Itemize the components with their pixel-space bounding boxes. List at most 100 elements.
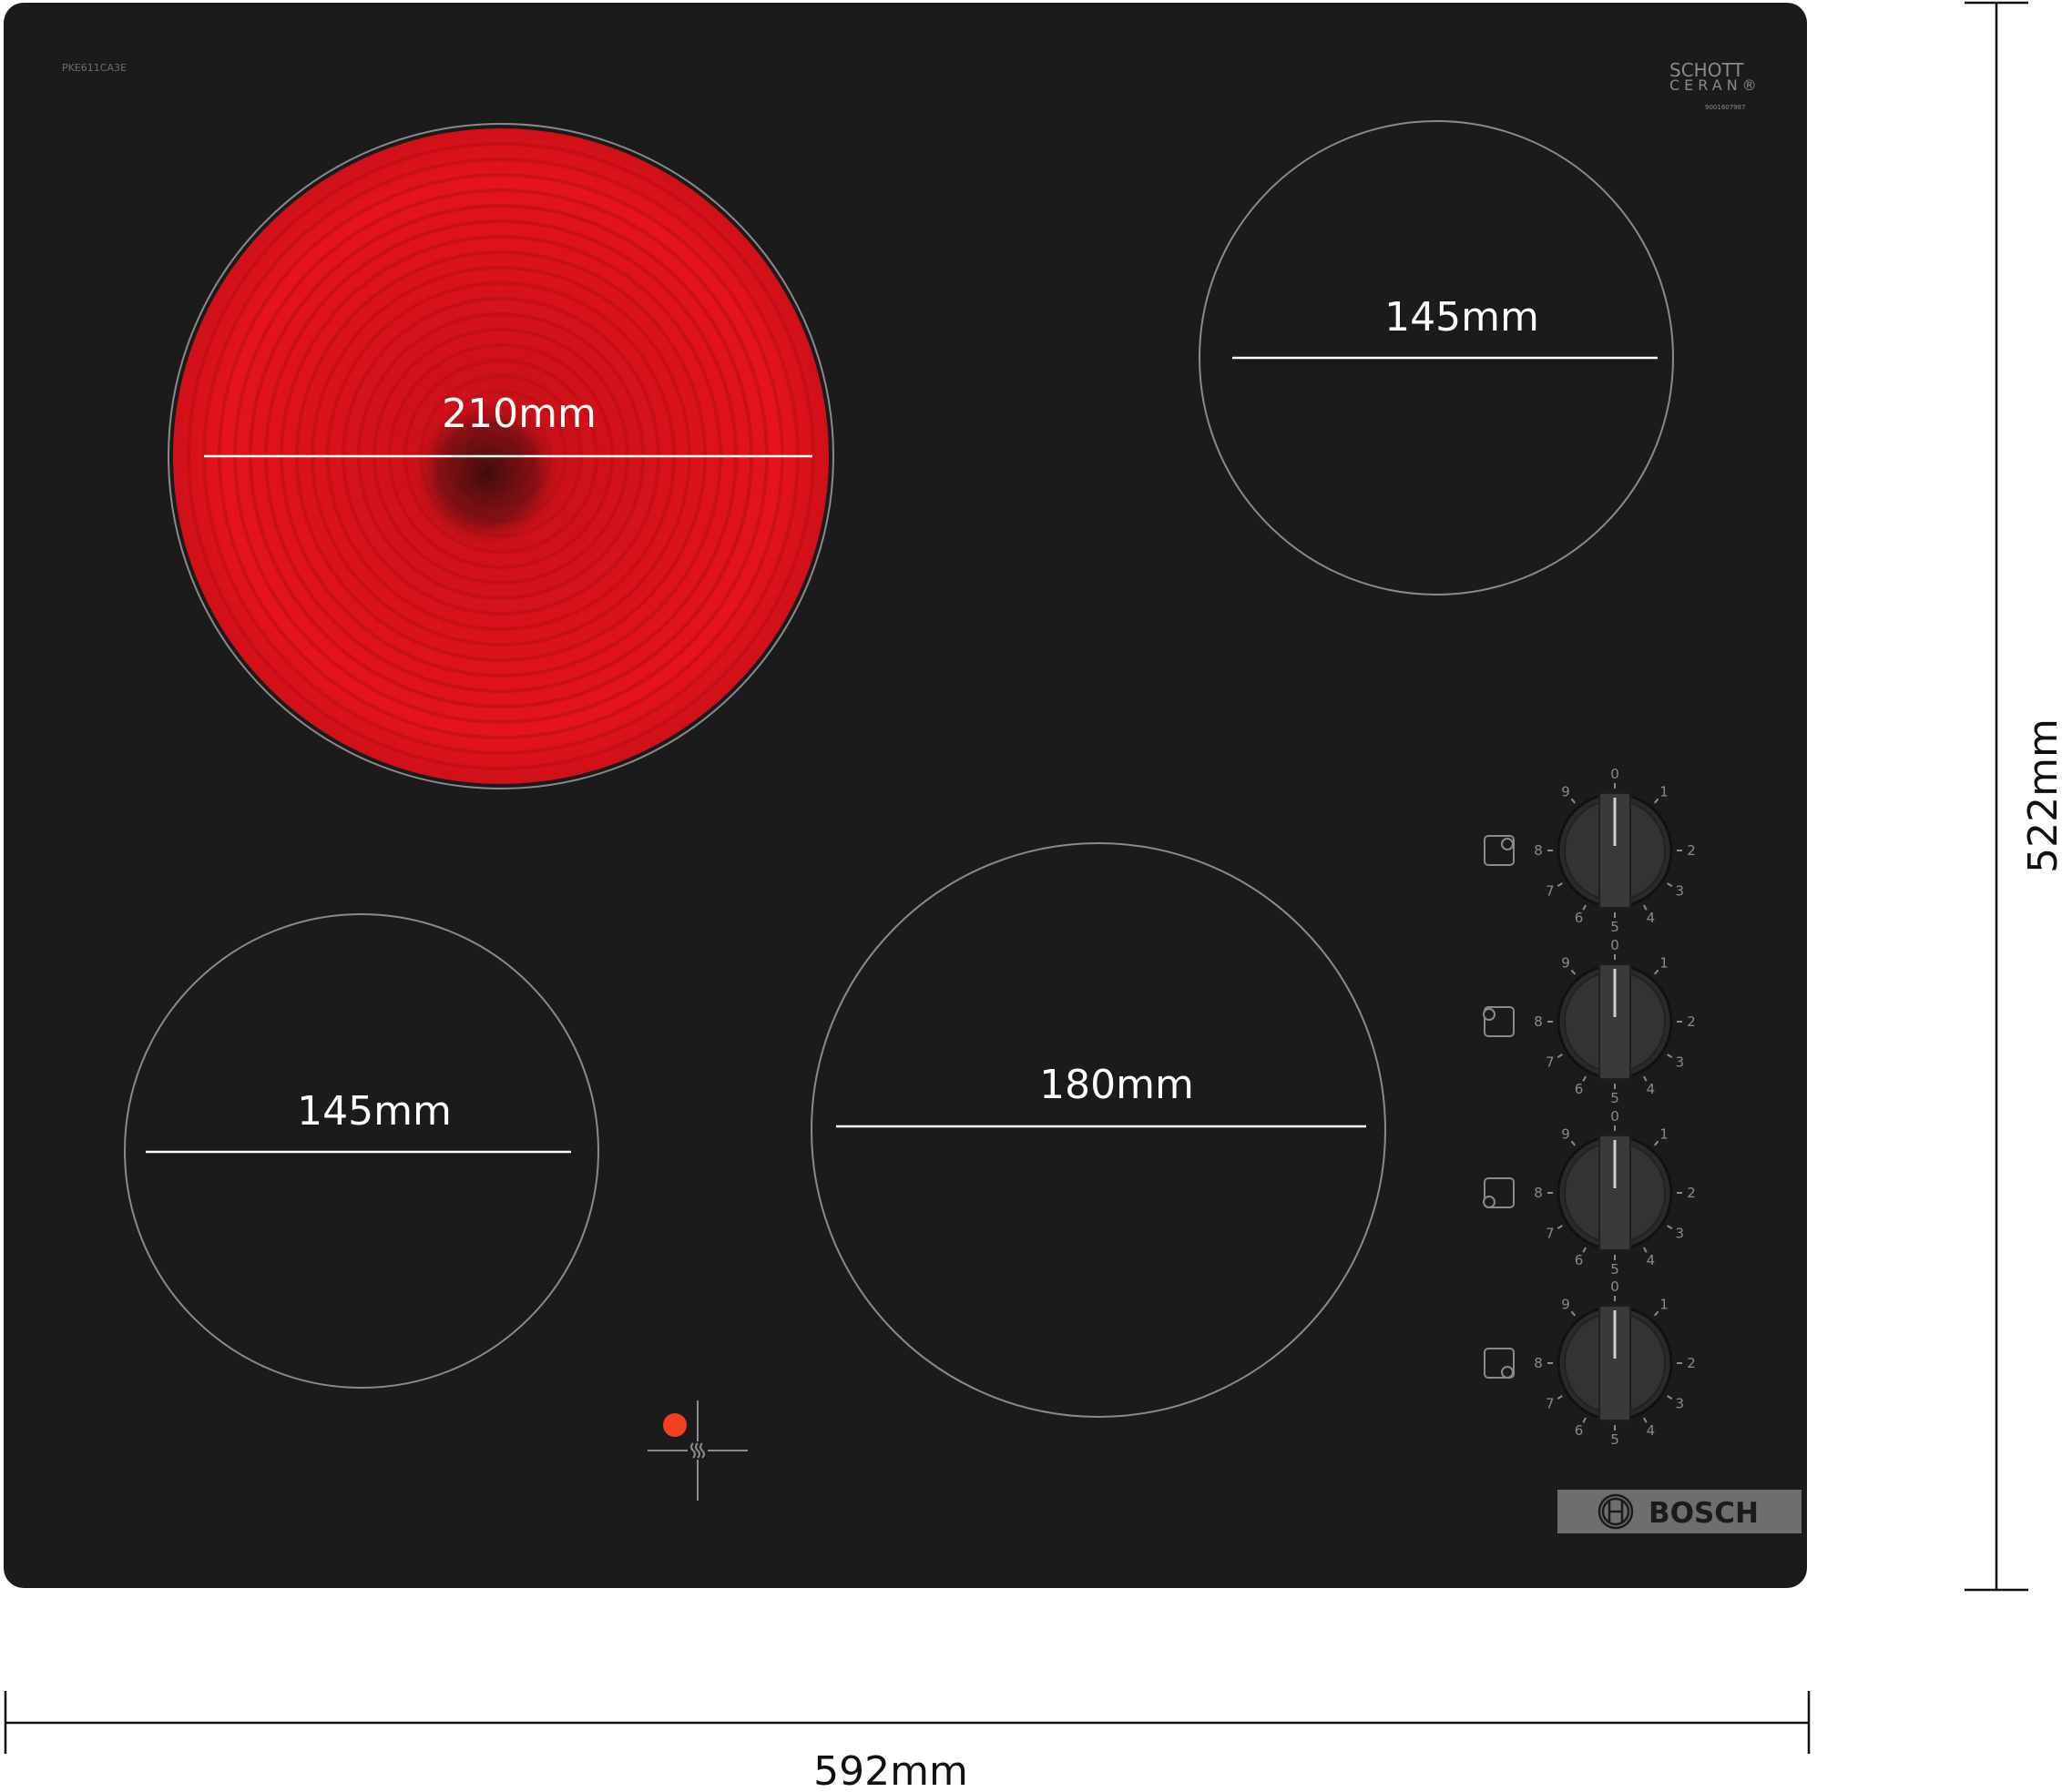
- knob-tick: [1653, 798, 1659, 804]
- zone-bottom-left-icon: [1483, 1177, 1515, 1208]
- knob-scale-label: 6: [1575, 910, 1584, 926]
- knob-tick: [1643, 1247, 1648, 1253]
- knob-tick: [1582, 1247, 1587, 1253]
- svg-text:SCHOTT: SCHOTT: [1669, 59, 1744, 81]
- bosch-logo-badge: BOSCH: [1557, 1490, 1802, 1533]
- knob-tick: [1582, 904, 1587, 911]
- cooking-zone-bottom-center[interactable]: 180mm: [811, 842, 1386, 1418]
- knob-scale-label: 8: [1534, 1355, 1543, 1371]
- knob-scale-label: 2: [1687, 1355, 1696, 1371]
- knob-tick: [1557, 882, 1563, 888]
- knob-scale-label: 1: [1659, 1297, 1669, 1313]
- knob-scale-label: 4: [1647, 910, 1656, 926]
- knob-scale-label: 4: [1647, 1422, 1656, 1439]
- knob-tick: [1643, 904, 1648, 911]
- knob-scale-label: 5: [1610, 919, 1619, 935]
- knob-scale-label: 7: [1546, 883, 1555, 900]
- knob-control-4[interactable]: 0 1 2 3 4 5 6 7 8 9: [1484, 1278, 1696, 1448]
- knob-tick: [1557, 1225, 1563, 1230]
- knob-scale-label: 0: [1610, 1108, 1619, 1125]
- svg-text:9001607987: 9001607987: [1705, 104, 1746, 111]
- knob-scale-label: 2: [1687, 1013, 1696, 1030]
- knob-grip: [1598, 1135, 1631, 1251]
- bosch-armature-icon: [1598, 1493, 1634, 1530]
- knob-scale-label: 9: [1561, 1126, 1570, 1143]
- zone-diameter-label: 180mm: [1039, 1062, 1194, 1108]
- knob-scale-label: 3: [1675, 1396, 1684, 1412]
- knob-control-2[interactable]: 0 1 2 3 4 5 6 7 8 9: [1483, 937, 1696, 1106]
- knob-tick: [1667, 1225, 1673, 1230]
- knob-tick: [1667, 1054, 1673, 1059]
- knob-scale-label: 3: [1675, 1226, 1684, 1242]
- knob-scale-label: 7: [1546, 1054, 1555, 1071]
- knob-scale-label: 0: [1610, 937, 1619, 953]
- knob-scale-label: 1: [1659, 784, 1669, 800]
- knob-tick: [1653, 1140, 1659, 1146]
- zone-top-right-icon: [1484, 835, 1515, 866]
- depth-label: 522mm: [2020, 718, 2062, 873]
- knob-tick: [1557, 1395, 1563, 1400]
- knob-tick: [1582, 1075, 1587, 1082]
- schott-ceran-logo: SCHOTT CERAN® 9001607987: [1669, 59, 1761, 111]
- knob-scale-label: 8: [1534, 1185, 1543, 1201]
- knob-scale-label: 8: [1534, 1013, 1543, 1030]
- knob-scale-label: 6: [1575, 1252, 1584, 1268]
- knob-scale-label: 7: [1546, 1396, 1555, 1412]
- depth-dimension: [1965, 1, 2028, 1592]
- residual-heat-indicator: [648, 1400, 748, 1501]
- model-label: PKE611CA3E: [62, 62, 127, 74]
- knob-scale-label: 2: [1687, 842, 1696, 859]
- knob-tick: [1667, 1395, 1673, 1400]
- knob-scale-label: 5: [1610, 1090, 1619, 1106]
- width-label: 592mm: [813, 1748, 968, 1792]
- zone-diameter-label: 145mm: [297, 1088, 452, 1135]
- zone-bottom-right-icon: [1484, 1348, 1515, 1379]
- knob-scale-label: 2: [1687, 1185, 1696, 1201]
- knob-scale-label: 6: [1575, 1081, 1584, 1097]
- knob-scale-label: 8: [1534, 842, 1543, 859]
- knob-scale-label: 4: [1647, 1081, 1656, 1097]
- knob-scale-label: 1: [1659, 955, 1669, 972]
- control-knobs: 0 1 2 3 4 5 6 7 8 9 0 1 2 3 4 5 6 7 8 9 0 1 2 3 4 5 6 7 8 9 0 1 2 3 4 5 6 7 8 9: [1483, 766, 1696, 1448]
- knob-scale-label: 3: [1675, 883, 1684, 900]
- cooking-zone-top-right[interactable]: 145mm: [1199, 120, 1674, 596]
- knob-tick: [1653, 969, 1659, 975]
- knob-scale-label: 0: [1610, 766, 1619, 782]
- knob-tick: [1570, 798, 1577, 804]
- zone-top-left-icon: [1483, 1006, 1515, 1037]
- zone-diameter-label: 145mm: [1384, 294, 1539, 341]
- knob-scale-label: 5: [1610, 1261, 1619, 1278]
- knob-scale-label: 9: [1561, 1297, 1570, 1313]
- knob-grip: [1598, 792, 1631, 909]
- knob-tick: [1582, 1417, 1587, 1423]
- knob-scale-label: 3: [1675, 1054, 1684, 1071]
- knob-control-1[interactable]: 0 1 2 3 4 5 6 7 8 9: [1484, 766, 1696, 935]
- width-dimension: [4, 1691, 1811, 1754]
- knob-scale-label: 5: [1610, 1431, 1619, 1448]
- cooking-zone-bottom-left[interactable]: 145mm: [124, 913, 599, 1389]
- knob-tick: [1653, 1310, 1659, 1317]
- knob-tick: [1643, 1075, 1648, 1082]
- heating-coil-ring: [187, 142, 815, 770]
- knob-tick: [1557, 1054, 1563, 1059]
- knob-scale-label: 9: [1561, 955, 1570, 972]
- knob-grip: [1598, 963, 1631, 1080]
- knob-scale-label: 6: [1575, 1422, 1584, 1439]
- svg-text:CERAN®: CERAN®: [1669, 76, 1761, 94]
- knob-tick: [1667, 882, 1673, 888]
- knob-tick: [1570, 969, 1577, 975]
- svg-text:BOSCH: BOSCH: [1649, 1497, 1759, 1530]
- knob-tick: [1570, 1310, 1577, 1317]
- cooking-zone-top-left[interactable]: 210mm: [168, 123, 834, 789]
- knob-scale-label: 9: [1561, 784, 1570, 800]
- knob-scale-label: 1: [1659, 1126, 1669, 1143]
- indicator-light: [663, 1413, 687, 1437]
- zone-diameter-label: 210mm: [442, 391, 597, 437]
- knob-scale-label: 0: [1610, 1278, 1619, 1295]
- knob-tick: [1570, 1140, 1577, 1146]
- knob-grip: [1598, 1305, 1631, 1421]
- knob-scale-label: 7: [1546, 1226, 1555, 1242]
- knob-control-3[interactable]: 0 1 2 3 4 5 6 7 8 9: [1483, 1108, 1696, 1278]
- knob-tick: [1643, 1417, 1648, 1423]
